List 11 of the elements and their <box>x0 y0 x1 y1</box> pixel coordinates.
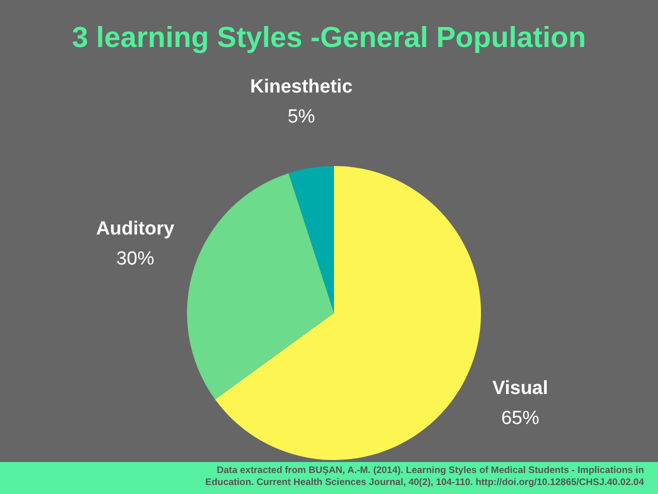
text: Data extracted from BUȘAN, A.-M. (2014). Learning Styles of Medical Students - Implications in Education. Current Health Sciences Journal, 40(2), 104-110. http://doi.org/10.12865/CHSJ.40.02.04 <box>204 465 644 489</box>
data-label: 30% <box>116 248 154 270</box>
pie-slice <box>215 166 481 460</box>
slice-label: Visual <box>492 378 548 399</box>
pie-slice <box>187 173 334 400</box>
slice-label: Kinesthetic <box>250 76 353 98</box>
pie-slice <box>288 166 334 313</box>
data-label: 65% <box>501 408 540 429</box>
slice-label: Auditory <box>96 218 175 240</box>
data-label: 5% <box>288 106 316 128</box>
chart-title: 3 learning Styles -General Population <box>70 22 588 55</box>
